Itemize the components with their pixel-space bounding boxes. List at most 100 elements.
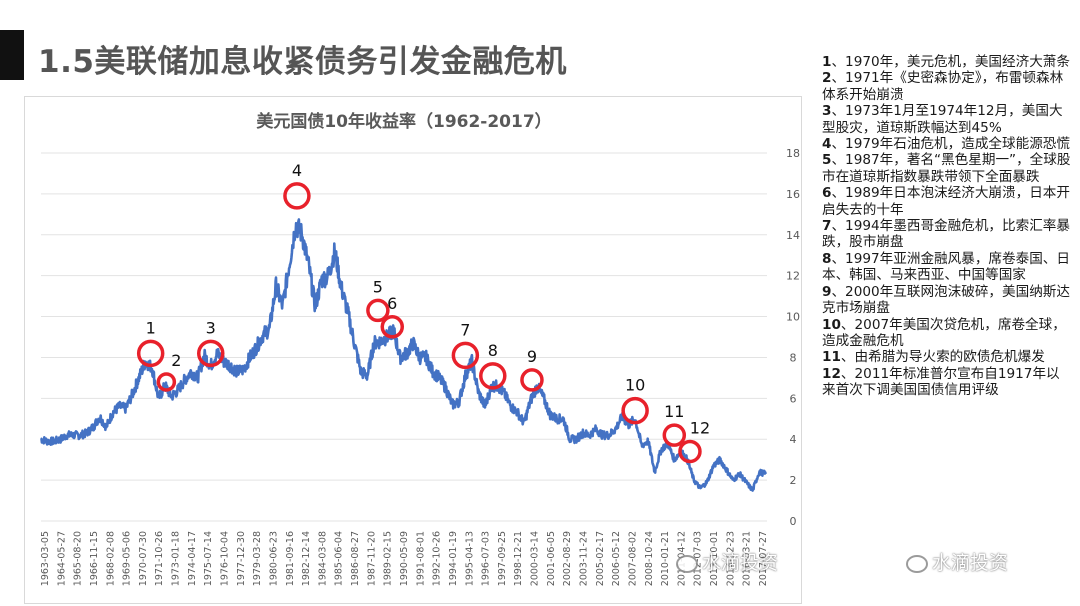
x-tick-label: 1975-07-14: [203, 531, 214, 586]
annotation-circle-2: [156, 372, 177, 392]
x-tick-label: 2014-12-23: [725, 531, 736, 586]
annotation-circle-1: [136, 339, 165, 368]
annotation-label-2: 2: [171, 351, 181, 370]
x-tick-label: 1984-03-08: [317, 531, 328, 586]
x-tick-label: 1968-02-08: [105, 531, 116, 586]
slide-title: 1.5美联储加息收紧债务引发金融危机: [38, 44, 567, 80]
x-tick-label: 2001-06-05: [546, 531, 557, 586]
y-tick-label: 18: [786, 147, 800, 160]
annotation-label-10: 10: [625, 376, 645, 395]
watermark-text: 水滴投资: [702, 552, 779, 574]
x-tick-label: 1980-06-23: [268, 531, 279, 586]
annotation-circle-9: [520, 368, 544, 392]
x-tick-label: 1979-03-28: [252, 531, 263, 586]
x-tick-label: 2002-08-29: [562, 531, 573, 586]
crisis-note-8: 8、1997年亚洲金融风暴，席卷泰国、日本、韩国、马来西亚、中国等国家: [822, 251, 1072, 284]
x-tick-label: 1986-08-27: [350, 531, 361, 586]
x-tick-label: 2003-11-24: [579, 531, 590, 586]
crisis-note-text: 、由希腊为导火索的欧债危机爆发: [840, 349, 1045, 366]
crisis-note-number: 4: [822, 136, 832, 153]
crisis-note-number: 8: [822, 250, 832, 267]
x-tick-label: 1974-04-17: [187, 531, 198, 586]
x-tick-label: 2017-07-27: [758, 531, 769, 586]
annotation-circle-7: [451, 341, 480, 370]
annotation-circle-4: [283, 182, 311, 210]
annotation-label-6: 6: [387, 294, 397, 313]
annotation-circle-5: [366, 298, 390, 323]
y-tick-label: 12: [786, 270, 800, 283]
x-tick-label: 1963-03-05: [40, 531, 51, 586]
crisis-note-number: 9: [822, 283, 832, 300]
chart-frame: 美元国债10年收益率（1962-2017） 0 2 4 6 8 10 12 14 16 18 1963…: [24, 96, 802, 604]
y-tick-label: 14: [786, 229, 800, 242]
y-tick-label: 6: [790, 392, 797, 405]
x-tick-label: 2006-05-12: [611, 531, 622, 586]
crisis-note-number: 2: [822, 70, 832, 87]
y-tick-label: 10: [786, 311, 800, 324]
x-tick-label: 1994-01-19: [448, 531, 459, 586]
annotation-label-11: 11: [664, 402, 684, 421]
x-tick-label: 1977-12-30: [236, 531, 247, 586]
x-tick-label: 1971-10-26: [154, 531, 165, 586]
crisis-note-number: 5: [822, 152, 832, 169]
crisis-note-text: 、1979年石油危机，造成全球能源恐慌: [831, 136, 1070, 153]
annotation-circle-6: [380, 315, 404, 339]
annotation-circle-11: [662, 423, 687, 447]
crisis-notes-list: 1、1970年，美元危机，美国经济大萧条 2、1971年《史密森协定》，布雷顿森林…: [822, 54, 1072, 399]
watermark: 水滴投资: [676, 548, 778, 575]
y-tick-label: 8: [790, 351, 797, 364]
annotation-circle-12: [678, 439, 702, 464]
annotation-circle-8: [479, 362, 507, 390]
crisis-note-text: 、1989年日本泡沫经济大崩溃，日本开启失去的十年: [822, 185, 1070, 218]
x-tick-label: 2005-02-17: [595, 531, 606, 586]
y-tick-label: 2: [790, 474, 797, 487]
annotation-label-3: 3: [206, 318, 216, 337]
title-accent-bar: [0, 30, 24, 80]
x-tick-label: 1995-04-13: [464, 531, 475, 586]
annotation-label-12: 12: [690, 418, 710, 437]
crisis-note-1: 1、1970年，美元危机，美国经济大萧条: [822, 54, 1072, 70]
x-tick-label: 2000-03-14: [530, 531, 541, 586]
crisis-note-text: 、1971年《史密森协定》，布雷顿森林体系开始崩溃: [822, 70, 1064, 103]
yield-series-line: [40, 218, 767, 492]
crisis-note-text: 、1987年，著名“黑色星期一”，全球股市在道琼斯指数暴跌带领下全面暴跌: [822, 152, 1071, 185]
y-tick-label: 0: [790, 515, 797, 528]
crisis-note-text: 、2000年互联网泡沫破碎，美国纳斯达克市场崩盘: [822, 283, 1070, 317]
x-tick-label: 1992-10-26: [432, 531, 443, 586]
x-tick-label: 2012-07-03: [693, 531, 704, 586]
annotation-label-1: 1: [146, 318, 156, 337]
x-tick-label: 2007-08-02: [627, 531, 638, 586]
y-tick-label: 4: [790, 433, 797, 446]
wechat-icon: [676, 554, 698, 573]
crisis-note-text: 、2011年标准普尔宣布自1917年以来首次下调美国国债信用评级: [822, 365, 1060, 399]
x-tick-label: 1991-08-01: [415, 531, 426, 586]
x-tick-label: 2013-10-01: [709, 531, 720, 586]
annotation-label-5: 5: [373, 277, 383, 296]
annotation-label-9: 9: [527, 347, 537, 366]
crisis-note-7: 7、1994年墨西哥金融危机，比索汇率暴跌，股市崩盘: [822, 218, 1072, 251]
annotation-circle-10: [621, 396, 649, 425]
crisis-note-number: 11: [822, 349, 841, 366]
crisis-note-12: 12、2011年标准普尔宣布自1917年以来首次下调美国国债信用评级: [822, 366, 1072, 399]
crisis-note-text: 、1997年亚洲金融风暴，席卷泰国、日本、韩国、马来西亚、中国等国家: [822, 250, 1070, 284]
yield-line-chart: 美元国债10年收益率（1962-2017）0246810121416181963…: [40, 111, 800, 586]
crisis-note-11: 11、由希腊为导火索的欧债危机爆发: [822, 349, 1072, 365]
x-tick-label: 1998-12-21: [513, 531, 524, 586]
crisis-note-10: 10、2007年美国次贷危机，席卷全球，造成金融危机: [822, 317, 1072, 350]
chart-title: 美元国债10年收益率（1962-2017）: [256, 111, 551, 132]
x-tick-label: 1990-05-09: [399, 531, 410, 586]
crisis-note-3: 3、1973年1月至1974年12月，美国大型股灾，道琼斯跌幅达到45%: [822, 103, 1072, 136]
crisis-note-number: 6: [822, 185, 832, 202]
crisis-note-text: 、1970年，美元危机，美国经济大萧条: [831, 54, 1070, 70]
crisis-note-number: 3: [822, 103, 832, 120]
x-tick-label: 1987-11-20: [366, 531, 377, 586]
crisis-note-4: 4、1979年石油危机，造成全球能源恐慌: [822, 136, 1072, 152]
x-tick-label: 1965-08-20: [73, 531, 84, 586]
x-tick-label: 1997-09-25: [497, 531, 508, 586]
crisis-note-text: 、1994年墨西哥金融危机，比索汇率暴跌，股市崩盘: [822, 218, 1070, 251]
crisis-note-number: 10: [822, 316, 841, 333]
crisis-note-text: 、2007年美国次贷危机，席卷全球，造成金融危机: [822, 316, 1066, 349]
crisis-note-number: 12: [822, 365, 841, 382]
annotation-label-4: 4: [292, 161, 302, 180]
crisis-note-6: 6、1989年日本泡沫经济大崩溃，日本开启失去的十年: [822, 185, 1072, 218]
